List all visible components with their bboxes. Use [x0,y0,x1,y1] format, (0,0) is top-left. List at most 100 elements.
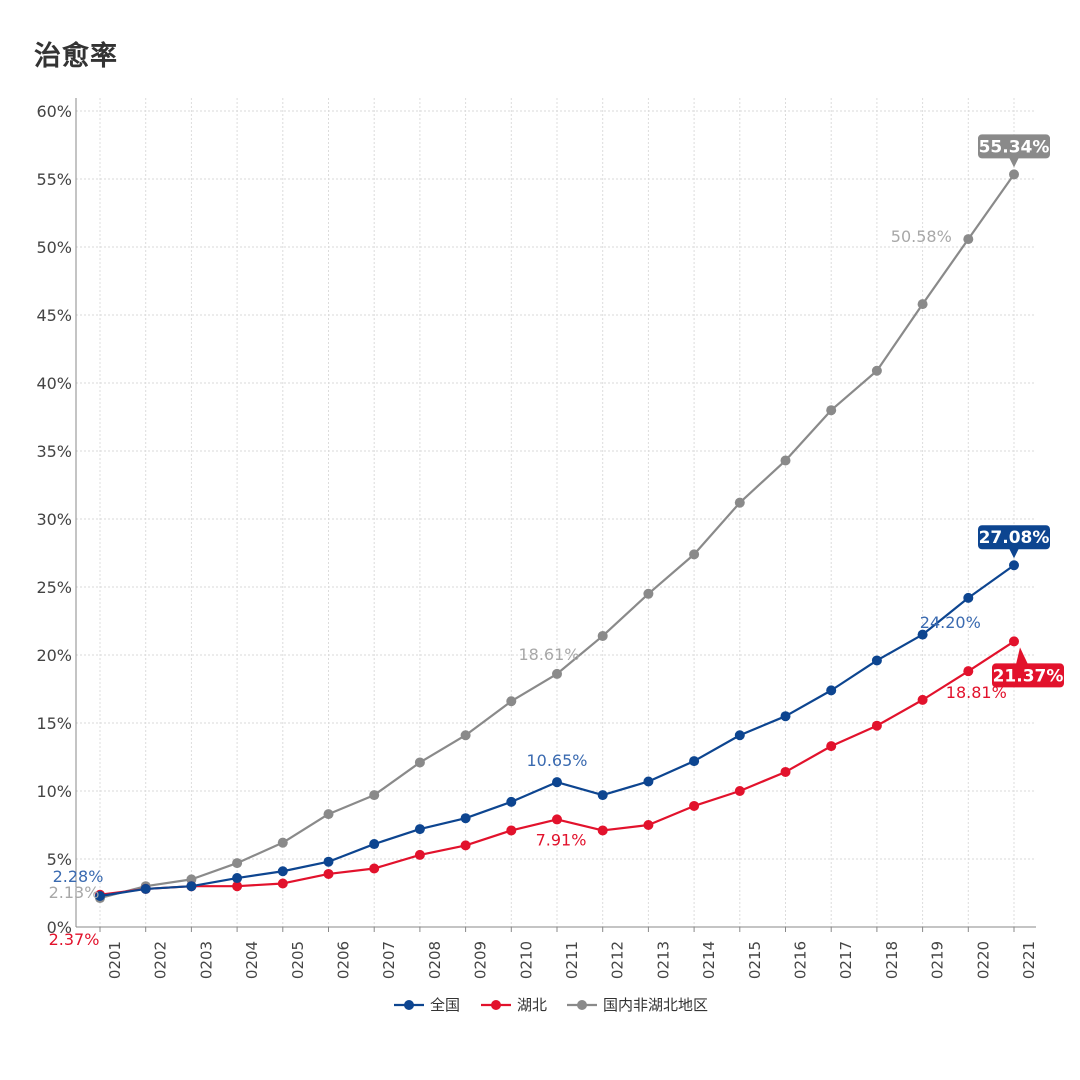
legend-swatch-marker [491,1000,501,1010]
data-label: 18.81% [946,683,1007,702]
data-label: 24.20% [920,613,981,632]
data-point [780,455,791,466]
data-point [369,839,380,850]
y-tick-label: 0% [47,918,72,937]
data-point [963,234,974,245]
callout-box [978,525,1050,550]
x-tick-label: 0217 [837,941,855,979]
data-point [140,883,151,894]
data-point [506,825,517,836]
y-tick-label: 5% [47,850,72,869]
data-point [597,790,608,801]
data-point [460,840,471,851]
data-point [414,824,425,835]
series-layer [95,169,1019,904]
data-label: 18.61% [518,645,579,664]
data-point [963,592,974,603]
data-point [232,858,243,869]
y-tick-label: 55% [36,170,72,189]
data-point [414,757,425,768]
data-point [917,694,928,705]
data-point [277,837,288,848]
data-point [552,777,562,788]
x-tick-label: 0202 [152,941,170,979]
data-point [323,856,334,867]
data-label: 2.37% [49,930,100,949]
data-point [597,630,608,641]
data-point [917,629,928,640]
data-point [552,668,562,679]
data-point [186,881,197,892]
data-point [460,730,471,741]
data-point [643,776,654,787]
callout-pointer [1009,157,1019,168]
data-point [414,849,425,860]
data-point [780,766,791,777]
x-tick-label: 0210 [517,941,535,979]
callout-label: 27.08% [979,528,1050,548]
y-tick-label: 50% [36,238,72,257]
x-tick-label: 0205 [289,941,307,979]
data-point [232,873,243,884]
y-tick-label: 60% [36,102,72,121]
data-labels: 2.28% 10.65% 24.20% 2.37% 7.91% 18.81% 2.13% 18… [49,227,1007,949]
data-point [689,756,700,767]
x-tick-label: 0206 [335,941,353,979]
data-point [506,796,517,807]
data-point [323,868,334,879]
data-label: 2.28% [53,867,104,886]
data-point [323,809,334,820]
data-point [1009,169,1019,180]
legend-item-label: 国内非湖北地区 [603,996,708,1014]
x-tick-label: 0220 [974,941,992,979]
legend[interactable]: 全国 湖北 国内非湖北地区 [394,996,708,1014]
x-tick-label: 0204 [243,941,261,979]
data-label: 7.91% [536,830,587,849]
data-point [369,863,380,874]
data-label: 2.13% [49,883,100,902]
data-point [1009,560,1019,571]
data-point [460,813,471,824]
y-tick-label: 20% [36,646,72,665]
x-tick-label: 0221 [1020,941,1038,979]
legend-item-label: 湖北 [517,996,547,1014]
callout-pointer [1009,548,1019,559]
data-point [277,866,288,877]
data-point [277,878,288,889]
legend-item-label: 全国 [430,996,460,1014]
x-tick-label: 0219 [929,941,947,979]
y-tick-label: 30% [36,510,72,529]
data-point [734,730,745,741]
grid [76,98,1036,927]
axes: 0% 5% 10% 15% 20% 25% 30% 35% 40% 45% 50% 55% 60% 020… [36,98,1038,979]
data-point [871,720,882,731]
data-point [369,790,380,801]
data-point [95,890,105,901]
x-tick-label: 0216 [792,941,810,979]
y-tick-label: 45% [36,306,72,325]
data-point [643,588,654,599]
x-tick-label: 0213 [654,941,672,979]
x-tick-label: 0215 [746,941,764,979]
x-tick-label: 0211 [563,941,581,979]
data-point [734,786,745,796]
x-tick-label: 0218 [883,941,901,979]
data-label: 10.65% [526,751,587,770]
callout-label: 55.34% [979,137,1050,157]
data-point [826,405,837,416]
data-point [643,820,654,830]
data-point [597,825,608,836]
y-tick-label: 10% [36,782,72,801]
x-tick-label: 0201 [106,941,124,979]
x-tick-label: 0203 [197,941,215,979]
callout-box [992,663,1064,688]
data-point [689,549,700,560]
data-point [780,711,791,722]
y-tick-label: 35% [36,442,72,461]
x-tick-label: 0212 [609,941,627,979]
data-point [232,881,243,892]
data-point [506,696,517,707]
callouts: 27.08% 21.37% 55.34% [978,134,1064,688]
y-tick-label: 15% [36,714,72,733]
y-tick-label: 25% [36,578,72,597]
